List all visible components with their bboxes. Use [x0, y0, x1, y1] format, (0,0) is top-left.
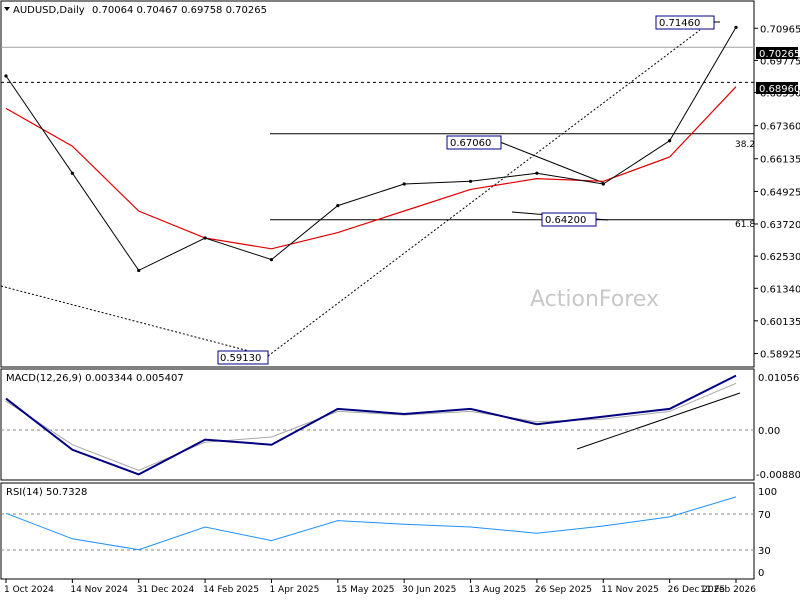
dropdown-triangle-icon	[4, 7, 10, 11]
price-axis-label: 0.69775	[760, 56, 800, 67]
macd-line	[5, 374, 737, 476]
low-label-box	[541, 212, 597, 227]
macd-label: MACD(12,26,9) 0.003344 0.005407	[6, 373, 184, 384]
rsi-line	[5, 496, 737, 551]
price-axis-label: 0.58925	[760, 350, 800, 361]
macd-tick-bottom: -0.008808	[756, 470, 800, 481]
bottom-label-box	[217, 350, 269, 365]
macd-trend-line	[576, 392, 741, 450]
price-axis: 0.709650.697750.685900.673600.661350.649…	[754, 24, 800, 361]
swing-labels: 0.71460 0.67060 0.64200 0.59130 38.2 61.…	[217, 15, 755, 365]
time-axis-label: 14 Feb 2025	[203, 585, 259, 595]
time-axis-label: 30 Jun 2025	[402, 585, 456, 595]
marked-level-marker: 0.68960	[756, 82, 800, 95]
low-label: 0.64200	[545, 215, 586, 226]
time-axis-label: 31 Dec 2024	[137, 585, 195, 595]
fib-618-label: 61.8	[735, 220, 755, 230]
price-point	[468, 179, 473, 183]
time-axis-label: 13 Aug 2025	[469, 585, 527, 595]
time-axis-label: 1 Oct 2024	[4, 585, 54, 595]
marked-level-box	[756, 82, 798, 94]
price-axis-label: 0.67360	[760, 122, 800, 133]
price-axis-label: 0.66135	[760, 155, 800, 166]
current-price-label: 0.70265	[759, 49, 800, 60]
time-axis-label: 11 Nov 2025	[601, 585, 659, 595]
rsi-tick-100: 100	[758, 487, 777, 498]
price-point	[336, 204, 340, 208]
macd-tick-top: 0.010567	[758, 373, 800, 384]
price-point	[734, 25, 738, 29]
time-axis-label: 11 Feb 2026	[700, 585, 756, 595]
price-point	[70, 171, 74, 175]
fib-382-label: 38.2	[735, 140, 755, 150]
price-axis-label: 0.63720	[760, 220, 800, 231]
rsi-tick-70: 70	[758, 510, 771, 521]
high-label: 0.71460	[659, 18, 700, 29]
time-axis-label: 26 Sep 2025	[535, 585, 592, 595]
time-axis: 1 Oct 2024 14 Nov 2024 31 Dec 2024 14 Feb 2…	[4, 579, 756, 595]
time-axis-label: 26 Dec 2025	[668, 585, 726, 595]
price-point	[668, 139, 672, 143]
price-axis-label: 0.70965	[760, 24, 800, 35]
chart-header: AUDUSD,Daily 0.70064 0.70467 0.69758 0.7…	[4, 5, 267, 16]
current-price-box	[756, 47, 798, 59]
price-axis-label: 0.62530	[760, 252, 800, 263]
price-axis-label: 0.61340	[760, 284, 800, 295]
time-axis-label: 15 May 2025	[336, 585, 395, 595]
price-point	[137, 268, 141, 273]
price-axis-label: 0.64925	[760, 187, 800, 198]
rsi-tick-30: 30	[758, 546, 771, 557]
marked-level-label: 0.68960	[759, 84, 800, 95]
symbol-label: AUDUSD,Daily	[13, 5, 85, 16]
rsi-label: RSI(14) 50.7328	[6, 487, 87, 498]
price-point	[402, 182, 406, 186]
macd-panel-frame	[0, 368, 755, 481]
peak-label: 0.67060	[450, 138, 491, 149]
macd-signal-line	[5, 382, 737, 471]
rsi-tick-0: 0	[758, 568, 764, 579]
current-price-marker: 0.70265	[756, 47, 800, 60]
price-points	[4, 25, 738, 273]
time-axis-label: 14 Nov 2024	[70, 585, 128, 595]
watermark: ActionForex	[530, 287, 659, 312]
price-point	[601, 182, 605, 186]
price-point	[4, 74, 8, 78]
peak-label-box	[446, 135, 502, 150]
price-line	[5, 27, 737, 272]
price-axis-label: 0.60135	[760, 317, 800, 328]
bottom-label: 0.59130	[220, 353, 261, 364]
rsi-panel-frame	[0, 482, 755, 580]
price-point	[535, 171, 539, 175]
macd-tick-zero: 0.00	[758, 426, 780, 437]
channel-upper-line	[499, 141, 605, 184]
main-panel-frame	[0, 0, 755, 368]
price-point	[203, 236, 207, 240]
time-axis-label: 1 Apr 2025	[269, 585, 319, 595]
ohlc-label: 0.70064 0.70467 0.69758 0.70265	[92, 5, 267, 16]
price-point	[269, 258, 274, 262]
